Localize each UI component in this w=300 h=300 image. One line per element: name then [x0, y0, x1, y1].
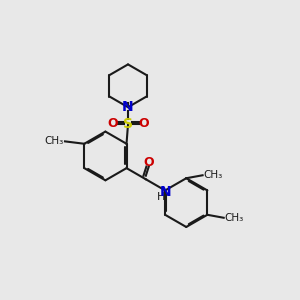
- Text: O: O: [138, 117, 149, 130]
- Text: O: O: [143, 156, 154, 170]
- Text: H: H: [157, 192, 165, 202]
- Text: CH₃: CH₃: [44, 136, 64, 146]
- Text: CH₃: CH₃: [224, 213, 244, 223]
- Text: N: N: [122, 100, 134, 114]
- Text: O: O: [107, 117, 118, 130]
- Text: CH₃: CH₃: [203, 170, 222, 180]
- Text: S: S: [123, 117, 133, 131]
- Text: N: N: [160, 185, 172, 199]
